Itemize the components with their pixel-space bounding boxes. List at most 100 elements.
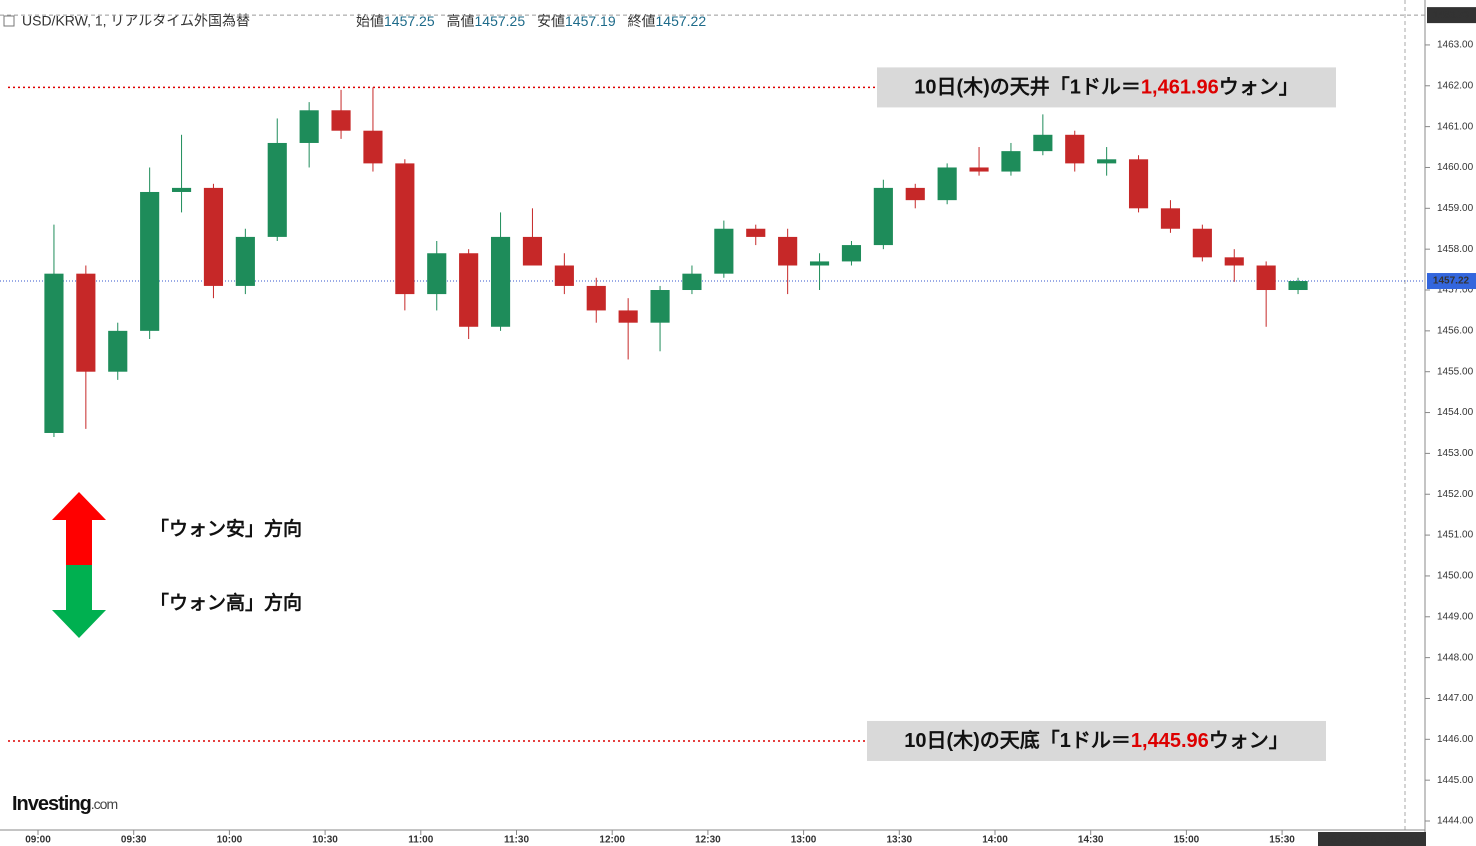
annotation-prefix: 10日(木)の天井「1ドル＝ [914,75,1141,99]
candle-body [905,187,925,201]
ohlc-value: 1457.25 [384,13,435,29]
note: 「ウォン安」方向 [150,517,302,540]
x-tick-label: 12:30 [695,835,721,846]
current-price-box [1427,273,1476,290]
annotation: 10日(木)の天井「1ドル＝1,461.96ウォン」 [914,75,1299,99]
header: USD/KRW, 1, リアルタイム外国為替 始値1457.25 高値 1457.… [3,13,707,29]
candle-body [171,187,192,192]
candle-body [1160,208,1181,229]
candle-body [1033,134,1053,152]
candle-body [554,265,574,286]
x-tick-label: 11:30 [504,835,529,846]
y-tick-label: 1457.00 [1437,285,1474,296]
candle-body [1128,159,1149,209]
candle-body [140,191,160,331]
x-tick-label: 09:30 [121,835,147,846]
candle-body [809,261,830,266]
y-tick-label: 1460.00 [1437,162,1474,173]
annotation-suffix: ウォン」 [1219,76,1299,99]
candle-body [331,110,351,131]
candle-body [459,253,479,327]
y-tick-label: 1452.00 [1437,489,1474,500]
y-tick-label: 1445.00 [1437,775,1474,786]
timestamp-box [1318,832,1426,846]
timestamp: 2025-04-10 16:10:00 [1325,835,1419,846]
candle-body [873,187,893,246]
logo-name: Investing [12,793,91,815]
top-price-box [1427,7,1476,24]
annotation-box [867,720,1326,761]
annotation-value: 1,445.96 [1131,730,1209,752]
ohlc-label: 高値 [447,13,475,29]
candle-body [1097,159,1117,164]
y-tick-label: 1450.00 [1437,571,1474,582]
y-tick-label: 1461.00 [1437,121,1474,132]
candle-body [1288,281,1308,291]
x-tick-label: 10:00 [217,835,243,846]
candle-body [363,130,383,164]
y-tick-label: 1444.00 [1437,816,1474,827]
ohlc-label: 始値 [356,13,384,29]
x-tick-label: 11:00 [408,835,433,846]
logo: Investing.com [12,793,117,815]
y-tick-label: 1454.00 [1437,407,1474,418]
candle-body [522,236,543,266]
candle-body [1192,228,1212,258]
x-tick-label: 13:00 [791,835,817,846]
candle-body [427,253,447,295]
collapse-icon [3,15,15,27]
ohlc-value: 1457.19 [565,13,616,29]
y-tick-label: 1458.00 [1437,244,1474,255]
candle-body [586,285,606,311]
current-price-label: 1457.22 [1433,276,1470,287]
candle-body [969,167,989,172]
candle-body [682,273,702,291]
x-tick-label: 15:30 [1269,835,1295,846]
y-tick-label: 1453.00 [1437,448,1474,459]
candle-body [1065,134,1085,164]
y-tick-label: 1455.00 [1437,366,1474,377]
candle-body [395,163,415,295]
candle-body [746,228,766,237]
y-tick-label: 1456.00 [1437,325,1474,336]
x-tick-label: 13:30 [887,835,913,846]
candle-body [1001,151,1021,172]
ohlc-label: 終値 [628,13,656,29]
candle-body [203,187,224,286]
candle-body [490,236,511,327]
candle-body [235,236,255,286]
x-tick-label: 14:30 [1078,835,1104,846]
annotation-box [877,67,1336,108]
candle-body [841,245,862,262]
x-tick-label: 10:30 [312,835,338,846]
candle-body [76,273,96,372]
logo-suffix: .com [91,796,118,812]
candle-body [937,167,957,201]
annotation-suffix: ウォン」 [1209,729,1289,752]
y-tick-label: 1451.00 [1437,530,1474,541]
annotation-value: 1,461.96 [1141,77,1219,99]
x-tick-label: 12:00 [599,835,625,846]
candle-body [44,273,64,433]
y-tick-label: 1447.00 [1437,693,1474,704]
candle-body [618,310,638,323]
y-tick-label: 1449.00 [1437,611,1474,622]
down-arrow [52,565,106,638]
candle-body [1256,265,1276,291]
symbol: USD/KRW, 1, リアルタイム外国為替 [22,13,250,29]
x-tick-label: 15:00 [1174,835,1200,846]
candle-body [108,330,128,372]
y-tick-label: 1446.00 [1437,734,1474,745]
annotation: 10日(木)の天底「1ドル＝1,445.96ウォン」 [904,728,1289,752]
x-tick-label: 14:00 [982,835,1008,846]
direction-legend: 「ウォン安」方向 「ウォン高」方向 [52,492,302,638]
candle-body [267,142,287,237]
y-tick-label: 1463.00 [1437,40,1474,51]
candle-body [778,236,798,266]
candle-body [1224,257,1244,266]
candle-body [714,228,734,274]
candle-body [650,290,670,323]
ohlc-value: 1457.22 [656,13,707,29]
